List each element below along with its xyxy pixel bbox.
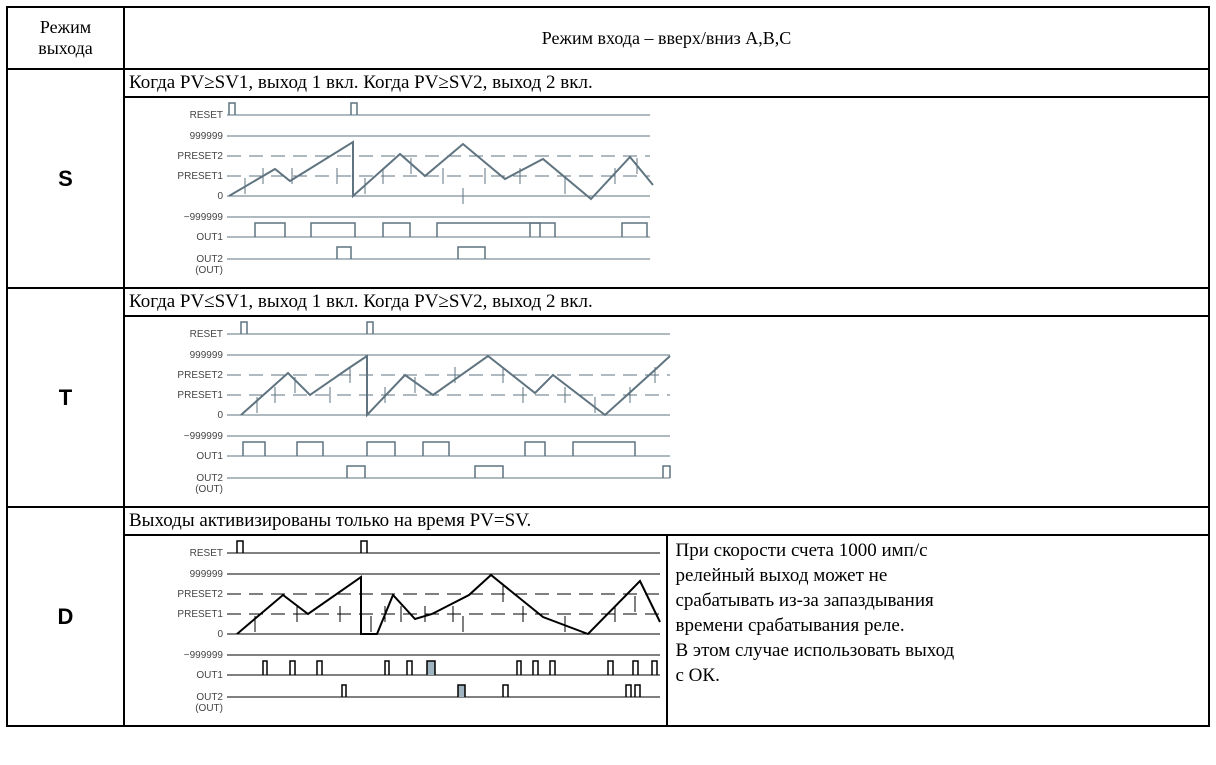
diagram-out1-pulse-3: [422, 441, 450, 456]
diagram-out1-pulse-0: [262, 660, 268, 675]
diagram-out1-pulse-1: [310, 222, 356, 237]
header-col1-line2: выхода: [38, 38, 93, 58]
header-col1-line1: Режим: [39, 17, 92, 37]
diagram-counter-wave: [240, 354, 671, 418]
diagram-out1-pulse-7: [532, 660, 539, 675]
mode-d-label: D: [6, 506, 125, 727]
diagram-out1-pulse-2: [382, 222, 411, 237]
mode-t-description: Когда PV≤SV1, выход 1 вкл. Когда PV≥SV2,…: [123, 287, 1210, 317]
diagram-out1-pulse-4: [406, 660, 413, 675]
diagram-out1-pulse-0: [254, 222, 286, 237]
mode-s-label: S: [6, 68, 125, 289]
diagram-out2-pulse-1: [457, 246, 486, 259]
diagram-label-7: OUT2: [196, 473, 223, 484]
diagram-out1-pulse-9: [607, 660, 614, 675]
output-mode-table: Режим выхода Режим входа – вверх/вниз A,…: [6, 6, 1210, 727]
diagram-label-4: 0: [217, 410, 223, 421]
mode-d-note: При скорости счета 1000 имп/с релейный в…: [665, 534, 1210, 727]
mode-d-diagram-cell: RESET 999999 PRESET2 PRESET1 0 −999999 OUT1 OUT…: [123, 534, 668, 727]
header-output-mode: Режим выхода: [6, 6, 125, 70]
diagram-out1-pulse-3: [384, 660, 390, 675]
diagram-label-6: OUT1: [196, 670, 223, 681]
diagram-out1-pulse-1: [289, 660, 296, 675]
diagram-out2-pulse-0: [346, 465, 366, 478]
diagram-label-4: 0: [217, 191, 223, 202]
diagram-out1-pulse-2: [316, 660, 323, 675]
diagram-label-1: 999999: [190, 569, 224, 580]
diagram-out2-pulse-2: [502, 684, 509, 697]
diagram-out1-pulse-3: [436, 222, 541, 237]
diagram-out2-pulse-1: [474, 465, 504, 478]
diagram-reset-pulse-1: [350, 102, 358, 115]
diagram-label-3: PRESET1: [177, 609, 223, 620]
diagram-out1-pulse-2: [366, 441, 396, 456]
note-line-4: времени срабатывания реле.: [675, 615, 905, 636]
diagram-label-4: 0: [217, 629, 223, 640]
diagram-label-7: OUT2: [196, 692, 223, 703]
diagram-out1-pulse-5: [621, 222, 648, 237]
mode-d-timing-diagram: RESET 999999 PRESET2 PRESET1 0 −999999 OUT1 OUT…: [177, 540, 661, 714]
diagram-reset-pulse-1: [360, 540, 368, 553]
diagram-label-3: PRESET1: [177, 171, 223, 182]
diagram-out2-pulse-3: [625, 684, 632, 697]
diagram-reset-pulse-0: [236, 540, 244, 553]
diagram-label-out: (OUT): [195, 484, 223, 495]
diagram-label-5: −999999: [184, 431, 224, 442]
diagram-label-5: −999999: [184, 212, 224, 223]
diagram-out1-pulse-11: [651, 660, 658, 675]
diagram-out2-pulse-2: [662, 465, 671, 478]
diagram-out1-pulse-5: [572, 441, 636, 456]
diagram-out1-pulse-6: [516, 660, 522, 675]
mode-t-timing-diagram: RESET 999999 PRESET2 PRESET1 0 −999999 OUT1 OUT…: [177, 321, 671, 495]
diagram-out2-pulse-0: [341, 684, 347, 697]
note-line-6: с ОК.: [675, 665, 720, 686]
diagram-out1-pulse-8: [549, 660, 556, 675]
note-line-1: При скорости счета 1000 имп/с: [675, 540, 928, 561]
note-line-5: В этом случае использовать выход: [675, 640, 955, 661]
diagram-label-5: −999999: [184, 650, 224, 661]
mode-t-diagram-cell: RESET 999999 PRESET2 PRESET1 0 −999999 OUT1 OUT…: [123, 315, 1210, 508]
diagram-label-2: PRESET2: [177, 370, 223, 381]
diagram-label-1: 999999: [190, 350, 224, 361]
diagram-counter-wave: [236, 573, 661, 636]
diagram-label-6: OUT1: [196, 232, 223, 243]
diagram-reset-pulse-0: [240, 321, 248, 334]
diagram-label-2: PRESET2: [177, 589, 223, 600]
diagram-label-6: OUT1: [196, 451, 223, 462]
diagram-counter-wave: [228, 140, 654, 201]
diagram-label-out: (OUT): [195, 265, 223, 276]
diagram-label-1: 999999: [190, 131, 224, 142]
diagram-label-3: PRESET1: [177, 390, 223, 401]
diagram-label-0: RESET: [190, 548, 223, 559]
diagram-label-out: (OUT): [195, 703, 223, 714]
diagram-out1-pulse-10: [632, 660, 639, 675]
diagram-out1-pulse-5: [426, 660, 436, 675]
diagram-reset-pulse-1: [366, 321, 374, 334]
diagram-label-2: PRESET2: [177, 151, 223, 162]
mode-s-timing-diagram: RESET 999999 PRESET2 PRESET1 0 −999999 OUT1 OUT…: [177, 102, 654, 276]
mode-s-description: Когда PV≥SV1, выход 1 вкл. Когда PV≥SV2,…: [123, 68, 1210, 98]
mode-t-label: T: [6, 287, 125, 508]
diagram-label-7: OUT2: [196, 254, 223, 265]
diagram-reset-pulse-0: [228, 102, 236, 115]
note-line-2: релейный выход может не: [675, 565, 888, 586]
diagram-out1-pulse-4: [529, 222, 556, 237]
diagram-out2-pulse-0: [336, 246, 352, 259]
diagram-out2-pulse-4: [634, 684, 641, 697]
mode-d-description: Выходы активизированы только на время PV…: [123, 506, 1210, 536]
mode-s-diagram-cell: RESET 999999 PRESET2 PRESET1 0 −999999 OUT1 OUT…: [123, 96, 1210, 289]
diagram-out1-pulse-0: [242, 441, 266, 456]
diagram-label-0: RESET: [190, 329, 223, 340]
diagram-out2-pulse-1: [457, 684, 466, 697]
header-input-mode: Режим входа – вверх/вниз A,B,C: [123, 6, 1210, 70]
diagram-label-0: RESET: [190, 110, 223, 121]
diagram-out1-pulse-4: [524, 441, 546, 456]
diagram-out1-pulse-1: [296, 441, 324, 456]
note-line-3: срабатывать из-за запаздывания: [675, 590, 934, 611]
